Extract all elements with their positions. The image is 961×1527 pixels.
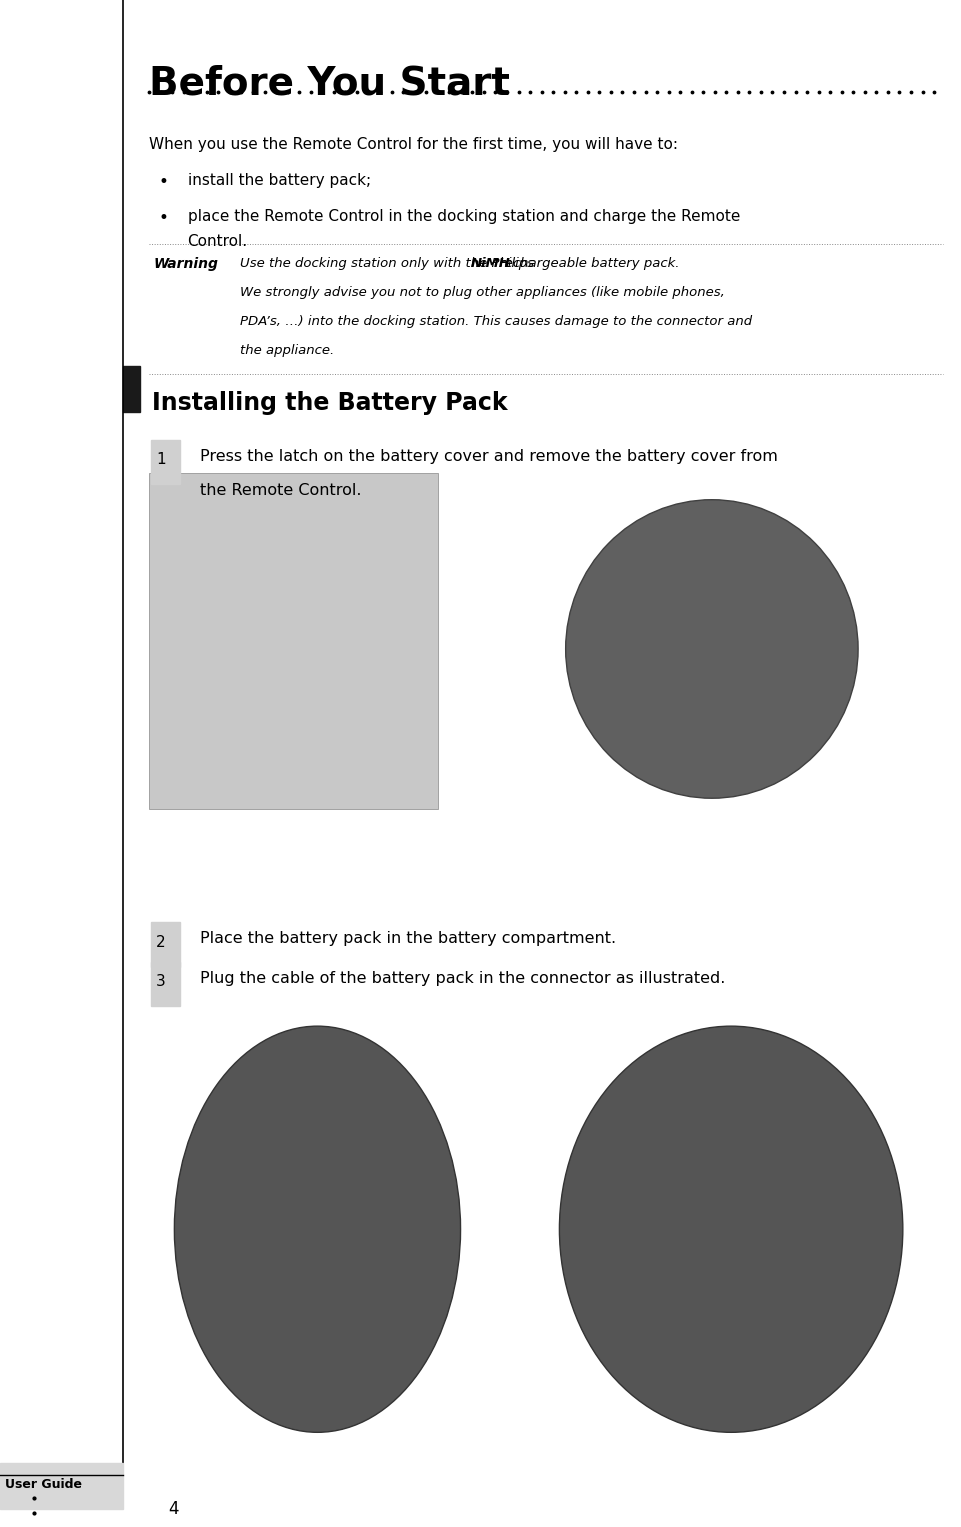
Text: Place the battery pack in the battery compartment.: Place the battery pack in the battery co… <box>200 931 616 947</box>
Text: •: • <box>159 209 168 228</box>
Text: Control.: Control. <box>187 234 248 249</box>
Text: Before You Start: Before You Start <box>149 64 509 102</box>
Text: •: • <box>159 173 168 191</box>
Bar <box>123 366 140 412</box>
Bar <box>151 440 180 484</box>
Text: rechargeable battery pack.: rechargeable battery pack. <box>494 257 678 270</box>
Text: Warning: Warning <box>154 257 218 270</box>
Bar <box>151 922 180 967</box>
Text: When you use the Remote Control for the first time, you will have to:: When you use the Remote Control for the … <box>149 137 678 153</box>
Bar <box>151 962 180 1006</box>
Text: install the battery pack;: install the battery pack; <box>187 173 370 188</box>
Bar <box>0 1463 123 1509</box>
Ellipse shape <box>565 499 857 799</box>
Text: We strongly advise you not to plug other appliances (like mobile phones,: We strongly advise you not to plug other… <box>240 286 725 299</box>
Ellipse shape <box>174 1026 460 1432</box>
Text: Installing the Battery Pack: Installing the Battery Pack <box>152 391 507 415</box>
Text: the Remote Control.: the Remote Control. <box>200 483 361 498</box>
Text: 3: 3 <box>156 974 165 989</box>
Text: PDA’s, …) into the docking station. This causes damage to the connector and: PDA’s, …) into the docking station. This… <box>240 315 752 328</box>
Bar <box>149 473 437 809</box>
Text: Plug the cable of the battery pack in the connector as illustrated.: Plug the cable of the battery pack in th… <box>200 971 725 986</box>
Text: NiMH: NiMH <box>470 257 510 270</box>
Text: 2: 2 <box>156 935 165 950</box>
Ellipse shape <box>558 1026 901 1432</box>
Text: place the Remote Control in the docking station and charge the Remote: place the Remote Control in the docking … <box>187 209 739 224</box>
Text: User Guide: User Guide <box>5 1478 82 1490</box>
Text: 4: 4 <box>168 1500 178 1518</box>
Text: the appliance.: the appliance. <box>240 344 334 357</box>
Text: Press the latch on the battery cover and remove the battery cover from: Press the latch on the battery cover and… <box>200 449 777 464</box>
Text: Use the docking station only with the Philips: Use the docking station only with the Ph… <box>240 257 538 270</box>
Text: 1: 1 <box>156 452 165 467</box>
